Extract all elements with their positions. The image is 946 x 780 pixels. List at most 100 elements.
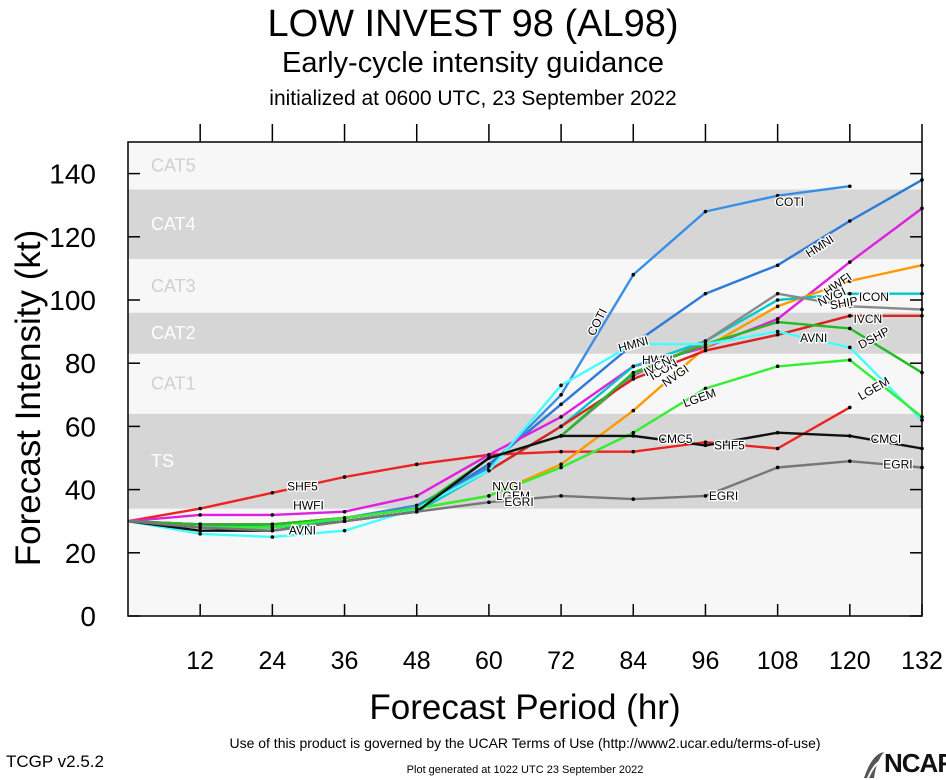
point-cmc5-5 <box>487 456 491 460</box>
point-hwfi-5 <box>487 453 491 457</box>
series-line-lgem <box>127 358 923 529</box>
point-coti-7 <box>631 272 636 277</box>
point-icon-9 <box>775 298 780 302</box>
point-nvgi-7 <box>631 408 636 413</box>
series-label-shf5-0: SHF5 <box>287 479 318 493</box>
point-coti-4 <box>414 503 419 508</box>
x-tick-label-24: 24 <box>258 647 286 675</box>
point-egri-5 <box>487 500 491 505</box>
point-dshp-2 <box>270 522 275 527</box>
band-label-cat3: CAT3 <box>151 276 196 296</box>
band-label-cat5: CAT5 <box>151 156 196 176</box>
point-hwfi-4 <box>414 494 419 498</box>
point-cmc5-8 <box>703 443 708 448</box>
x-tick-label-72: 72 <box>547 647 575 675</box>
x-tick-label-96: 96 <box>692 647 720 675</box>
point-cmc5-10 <box>848 434 852 438</box>
point-lgem-2 <box>270 525 275 530</box>
point-egri-4 <box>414 509 419 514</box>
terms-of-use: Use of this product is governed by the U… <box>229 735 821 751</box>
init-time: initialized at 0600 UTC, 23 September 20… <box>269 87 677 110</box>
y-tick-label-140: 140 <box>49 159 96 190</box>
y-tick-label-100: 100 <box>49 285 96 316</box>
point-hmni-6 <box>559 402 563 407</box>
point-lgem-3 <box>342 516 347 520</box>
y-axis-label: Forecast Intensity (kt) <box>9 230 48 566</box>
point-hmni-5 <box>487 462 491 467</box>
point-cmc5-1 <box>198 528 202 533</box>
series-label-nvgi-0: NVGI <box>492 479 521 493</box>
point-nvgi-10 <box>848 279 852 283</box>
point-hwfi-10 <box>848 260 852 264</box>
y-tick-label-0: 0 <box>80 601 96 632</box>
point-coti-10 <box>848 184 852 189</box>
series-line-hwfi <box>127 207 923 523</box>
point-coti-8 <box>703 209 708 214</box>
point-egri-1 <box>198 525 202 530</box>
series-labels: COTICOTIHMNIHMNISHF5SHF5HWFIHWFIHWFINVGI… <box>286 194 914 539</box>
ncar-wordmark: NCAR <box>884 748 946 778</box>
point-shf5-9 <box>775 446 780 451</box>
point-dshp-9 <box>775 320 780 324</box>
point-shf5-2 <box>270 490 275 495</box>
point-egri-3 <box>342 519 347 523</box>
point-hmni-8 <box>703 291 708 296</box>
point-shf5-4 <box>414 462 419 467</box>
x-tick-label-84: 84 <box>619 647 647 675</box>
point-shf5-3 <box>342 475 347 479</box>
series-label-icon-1: ICON <box>859 290 889 304</box>
point-shf5-6 <box>559 449 563 454</box>
x-tick-label-108: 108 <box>757 647 799 675</box>
point-avni-1 <box>198 532 202 536</box>
x-tick-label-132: 132 <box>901 647 943 675</box>
point-egri-7 <box>631 497 636 501</box>
point-hwfi-1 <box>198 513 202 517</box>
band-label-cat1: CAT1 <box>151 374 196 394</box>
band-cat1 <box>128 353 922 414</box>
series-label-coti-1: COTI <box>775 195 804 209</box>
point-icon-10 <box>848 291 852 296</box>
point-lgem-4 <box>414 506 419 511</box>
y-tick-label-120: 120 <box>49 222 96 253</box>
point-lgem-5 <box>487 494 491 498</box>
series-label-egri-2: EGRI <box>883 457 912 471</box>
point-avni-7 <box>631 342 636 347</box>
version-label: TCGP v2.5.2 <box>6 752 104 771</box>
point-avni-9 <box>775 329 780 334</box>
point-nvgi-6 <box>559 462 563 467</box>
series-lines <box>127 178 924 539</box>
plot-frame <box>127 141 923 617</box>
point-dshp-7 <box>631 370 636 375</box>
x-tick-label-120: 120 <box>829 647 871 675</box>
point-icon-7 <box>631 364 636 369</box>
y-tick-label-40: 40 <box>65 475 96 506</box>
point-dshp-1 <box>198 522 202 527</box>
point-egri-8 <box>703 494 708 498</box>
point-nvgi-8 <box>703 345 708 350</box>
point-coti-9 <box>775 193 780 198</box>
point-hwfi-3 <box>342 509 347 514</box>
band-label-ts: TS <box>151 451 174 471</box>
point-ivcn-7 <box>631 377 636 381</box>
series-label-avni-1: AVNI <box>800 331 827 345</box>
band-label-cat2: CAT2 <box>151 323 196 343</box>
series-label-cmc5-1: CMCI <box>871 432 902 446</box>
point-ship-9 <box>775 291 780 296</box>
point-egri-6 <box>559 494 563 498</box>
point-avni-2 <box>270 535 275 539</box>
series-label-egri-0: EGRI <box>504 495 533 509</box>
point-cmc5-9 <box>775 430 780 435</box>
point-ship-10 <box>848 304 852 309</box>
x-tick-label-48: 48 <box>403 647 431 675</box>
point-nvgi-9 <box>775 304 780 309</box>
point-shf5-7 <box>631 449 636 454</box>
axes: 12 24 36 48 60 72 84 96 108 120 132 0 20 40 60 80 100 120… <box>49 124 943 675</box>
generated-time: Plot generated at 1022 UTC 23 September … <box>406 764 644 776</box>
series-label-egri-1: EGRI <box>709 489 738 503</box>
series-label-cmc5-0: CMC5 <box>658 432 692 446</box>
point-lgem-8 <box>703 386 708 391</box>
chart-title: LOW INVEST 98 (AL98) <box>267 3 679 45</box>
point-hwfi-2 <box>270 513 275 517</box>
point-shf5-1 <box>198 506 202 511</box>
